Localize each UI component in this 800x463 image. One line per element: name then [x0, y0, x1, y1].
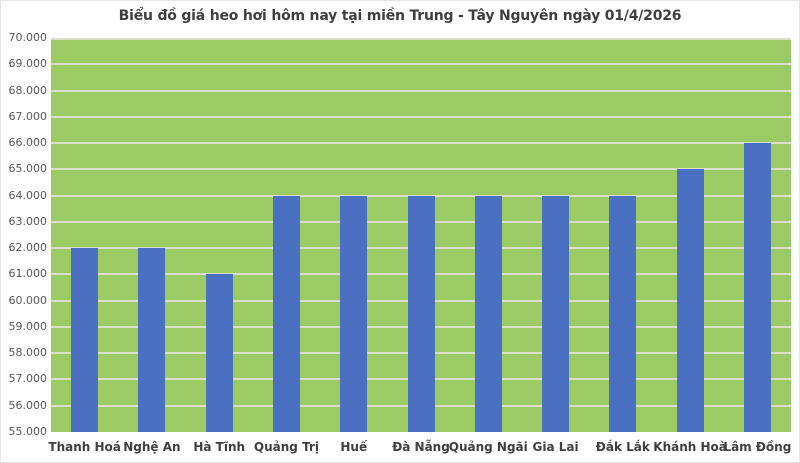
y-axis: 70.000 69.000 68.000 67.000 66.000 65.000 64.0…	[1, 1, 48, 462]
y-tick-label: 59.000	[8, 319, 48, 333]
y-tick-label: 55.000	[8, 425, 48, 438]
category-label: Lâm Đồng	[723, 440, 792, 454]
y-tick-label: 65.000	[8, 162, 48, 176]
y-tick-label: 63.000	[8, 214, 48, 228]
bar	[272, 195, 300, 432]
gridline	[51, 142, 791, 145]
category-label: Đà Nẵng	[392, 440, 450, 454]
category-label: Đắk Lắk	[595, 440, 650, 454]
y-tick-label: 57.000	[8, 372, 48, 386]
chart-title: Biểu đồ giá heo hơi hôm nay tại miền Tru…	[118, 8, 682, 24]
category-label: Quảng Trị	[253, 440, 319, 454]
y-tick-label: 68.000	[8, 83, 48, 97]
category-label: Thanh Hoá	[48, 440, 121, 454]
bar	[474, 195, 502, 432]
bar	[676, 169, 704, 432]
category-label: Hà Tĩnh	[193, 440, 246, 454]
y-tick-label: 62.000	[8, 241, 48, 255]
gridline	[51, 168, 791, 171]
x-axis: Thanh Hoá Nghệ An Hà Tĩnh Quảng Trị Huế Đà Nẵ…	[1, 439, 799, 459]
y-tick-label: 60.000	[8, 293, 48, 307]
category-label: Quảng Ngãi	[448, 440, 528, 454]
plot-area	[51, 38, 791, 432]
bar	[542, 195, 570, 432]
y-tick-label: 70.000	[8, 31, 48, 44]
category-label: Gia Lai	[532, 440, 579, 454]
gridline	[51, 63, 791, 66]
bar	[138, 248, 166, 432]
bar	[743, 143, 771, 432]
y-tick-label: 67.000	[8, 109, 48, 123]
category-label: Huế	[340, 440, 368, 454]
y-tick-label: 58.000	[8, 346, 48, 360]
y-tick-label: 56.000	[8, 398, 48, 412]
bar	[205, 274, 233, 432]
category-label: Khánh Hoà	[653, 440, 727, 454]
gridline	[51, 89, 791, 92]
bar	[407, 195, 435, 432]
category-label: Nghệ An	[123, 440, 181, 454]
y-tick-label: 66.000	[8, 136, 48, 150]
bar	[71, 248, 99, 432]
gridline	[51, 115, 791, 118]
bar	[340, 195, 368, 432]
gridline	[51, 194, 791, 197]
y-tick-label: 64.000	[8, 188, 48, 202]
gridline	[51, 38, 791, 40]
y-tick-label: 61.000	[8, 267, 48, 281]
bar	[609, 195, 637, 432]
y-tick-label: 69.000	[8, 57, 48, 71]
